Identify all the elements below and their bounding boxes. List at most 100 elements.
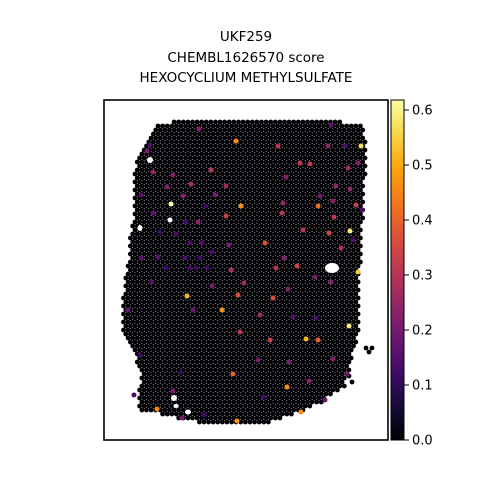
tissue-spot	[314, 135, 320, 141]
tissue-spot	[351, 319, 356, 325]
tissue-spot	[272, 247, 278, 253]
tissue-spot	[346, 215, 352, 221]
tissue-spot	[206, 299, 212, 305]
tissue-spot	[164, 379, 170, 385]
tissue-spot	[309, 287, 315, 293]
tissue-spot	[314, 223, 320, 229]
tissue-spot	[309, 335, 315, 341]
tissue-spot	[351, 207, 356, 213]
tissue-spot	[305, 287, 310, 293]
tissue-spot	[146, 347, 152, 353]
tissue-spot	[332, 167, 338, 173]
tissue-spot	[318, 343, 324, 349]
tissue-spot	[141, 235, 147, 241]
tissue-spot	[132, 283, 138, 289]
tissue-spot	[222, 279, 228, 285]
tissue-spot	[197, 291, 202, 297]
tissue-spot	[351, 191, 356, 197]
scored-spot	[170, 388, 176, 394]
tissue-spot	[213, 311, 218, 317]
tissue-spot	[206, 235, 212, 241]
tissue-spot	[153, 175, 159, 181]
tissue-spot	[295, 255, 301, 261]
tissue-spot	[298, 187, 303, 193]
tissue-spot	[346, 295, 352, 301]
tissue-spot	[194, 415, 200, 421]
tissue-spot	[208, 159, 214, 165]
tissue-spot	[286, 335, 292, 341]
tissue-spot	[263, 327, 269, 333]
tissue-spot	[194, 159, 200, 165]
tissue-spot	[220, 131, 225, 137]
tissue-spot	[231, 319, 237, 325]
tissue-spot	[162, 191, 168, 197]
tissue-spot	[194, 343, 200, 349]
tissue-spot	[231, 327, 237, 333]
tissue-spot	[174, 299, 179, 305]
tissue-spot	[144, 247, 149, 253]
tissue-spot	[314, 343, 320, 349]
tissue-spot	[180, 375, 186, 381]
tissue-spot	[199, 223, 205, 229]
tissue-spot	[353, 195, 359, 201]
tissue-spot	[236, 231, 241, 237]
tissue-spot	[259, 167, 264, 173]
tissue-spot	[291, 383, 297, 389]
tissue-spot	[341, 311, 347, 317]
tissue-spot	[148, 183, 154, 189]
scored-spot	[359, 207, 365, 213]
tissue-spot	[183, 211, 189, 217]
tissue-spot	[155, 179, 161, 185]
tissue-spot	[164, 243, 170, 249]
tissue-spot	[162, 223, 168, 229]
tissue-spot	[224, 395, 230, 401]
tissue-spot	[266, 323, 271, 329]
tissue-spot	[137, 395, 143, 401]
tissue-spot	[305, 151, 310, 157]
tissue-spot	[144, 351, 149, 357]
tissue-spot	[180, 383, 186, 389]
tissue-spot	[194, 271, 200, 277]
tissue-spot	[203, 399, 209, 405]
tissue-spot	[153, 199, 159, 205]
tissue-spot	[220, 259, 225, 265]
tissue-spot	[220, 323, 225, 329]
tissue-spot	[206, 387, 212, 393]
tissue-spot	[344, 251, 349, 257]
tissue-spot	[351, 287, 356, 293]
tissue-spot	[302, 347, 308, 353]
tissue-spot	[229, 155, 235, 161]
tissue-spot	[309, 303, 315, 309]
tissue-spot	[151, 275, 156, 281]
tissue-spot	[224, 299, 230, 305]
tissue-spot	[263, 175, 269, 181]
tissue-spot	[302, 387, 308, 393]
tissue-spot	[197, 323, 202, 329]
tissue-spot	[323, 391, 329, 397]
scored-spot	[137, 352, 143, 358]
tissue-spot	[226, 279, 232, 285]
tissue-spot	[293, 267, 299, 273]
tissue-spot	[169, 403, 175, 409]
tissue-spot	[321, 147, 326, 153]
tissue-spot	[194, 215, 200, 221]
tissue-spot	[252, 123, 257, 129]
tissue-spot	[201, 387, 207, 393]
tissue-spot	[314, 127, 320, 133]
tissue-spot	[272, 223, 278, 229]
tissue-spot	[284, 203, 290, 209]
tissue-spot	[314, 215, 320, 221]
tissue-spot	[210, 155, 216, 161]
tissue-spot	[176, 135, 182, 141]
tissue-spot	[358, 243, 363, 249]
tissue-spot	[293, 323, 299, 329]
tissue-spot	[252, 315, 257, 321]
colorbar: 0.00.10.20.30.40.50.6	[390, 99, 433, 449]
tissue-spot	[190, 375, 195, 381]
tissue-spot	[270, 131, 276, 137]
tissue-spot	[339, 195, 345, 201]
tissue-spot	[332, 143, 338, 149]
tissue-spot	[318, 359, 324, 365]
tissue-spot	[203, 215, 209, 221]
tissue-spot	[164, 227, 170, 233]
